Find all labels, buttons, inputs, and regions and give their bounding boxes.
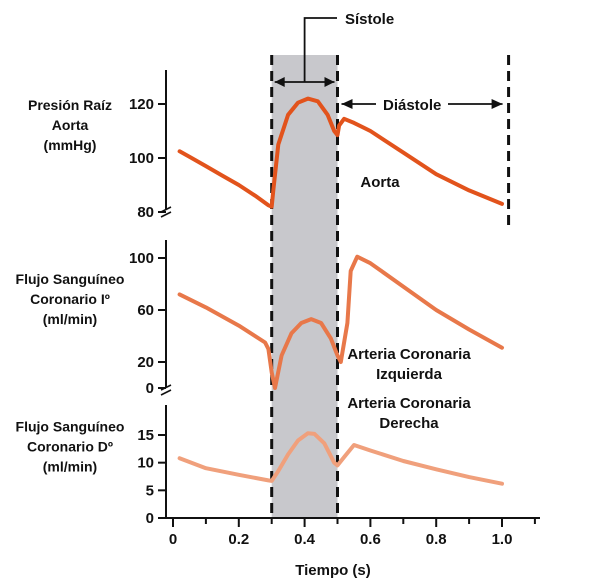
- diastole-arrow-left: [341, 99, 353, 109]
- phase-lines: [270, 55, 511, 515]
- y-axis-label-line: Coronario Iº: [30, 291, 110, 307]
- diastole-arrow-right: [491, 99, 503, 109]
- y-tick-label: 0: [146, 380, 154, 397]
- y-axis-label-line: Flujo Sanguíneo: [16, 271, 125, 287]
- y-tick-label: 100: [129, 150, 154, 167]
- diastole-label: Diástole: [383, 97, 441, 114]
- series-line: [177, 96, 504, 209]
- series-line: [177, 431, 504, 486]
- series-annotation: Derecha: [379, 415, 439, 432]
- curves: [177, 96, 504, 486]
- series-line: [177, 254, 504, 390]
- y-tick-label: 20: [137, 354, 154, 371]
- tick-labels: 80 100 120 0 20 60 100 0 5 10 15 0 0.2 0.4 0.6 0.8 1.0: [129, 96, 512, 548]
- systole-label: Sístole: [345, 11, 394, 28]
- y-tick-label: 15: [137, 427, 154, 444]
- x-tick-label: 0.4: [294, 531, 316, 548]
- y-tick-label: 60: [137, 302, 154, 319]
- systole-arrow-left: [274, 77, 285, 87]
- y-tick-label: 100: [129, 250, 154, 267]
- x-tick-label: 0.8: [426, 531, 447, 548]
- x-tick-label: 1.0: [492, 531, 513, 548]
- y-axis-label-line: Flujo Sanguíneo: [16, 419, 125, 435]
- y-axis-label-line: Presión Raíz: [28, 97, 112, 113]
- systole-leader: [303, 17, 337, 82]
- y-axis-label-line: Aorta: [52, 117, 89, 133]
- x-axis-title: Tiempo (s): [295, 562, 371, 579]
- x-tick-label: 0.6: [360, 531, 381, 548]
- y-axis-label-line: Coronario Dº: [27, 439, 113, 455]
- series-annotation: Arteria Coronaria: [347, 346, 471, 363]
- y-axis-label-line: (ml/min): [43, 311, 97, 327]
- y-tick-label: 5: [146, 482, 154, 499]
- y-tick-label: 0: [146, 510, 154, 527]
- series-annotation: Izquierda: [376, 366, 443, 383]
- y-axis-labels: Presión Raíz Aorta (mmHg) Flujo Sanguíneo Co…: [16, 97, 125, 475]
- axes: [158, 70, 540, 527]
- x-tick-label: 0: [169, 531, 177, 548]
- annotations: Aorta Arteria Coronaria Izquierda Arteria C…: [274, 17, 503, 432]
- systole-arrow-right: [324, 77, 335, 87]
- y-tick-label: 80: [137, 204, 154, 221]
- series-annotation: Aorta: [360, 174, 400, 191]
- y-tick-label: 10: [137, 455, 154, 472]
- series-annotation: Arteria Coronaria: [347, 395, 471, 412]
- x-tick-label: 0.2: [228, 531, 249, 548]
- y-tick-label: 120: [129, 96, 154, 113]
- y-axis-label-line: (ml/min): [43, 459, 97, 475]
- y-axis-label-line: (mmHg): [44, 137, 97, 153]
